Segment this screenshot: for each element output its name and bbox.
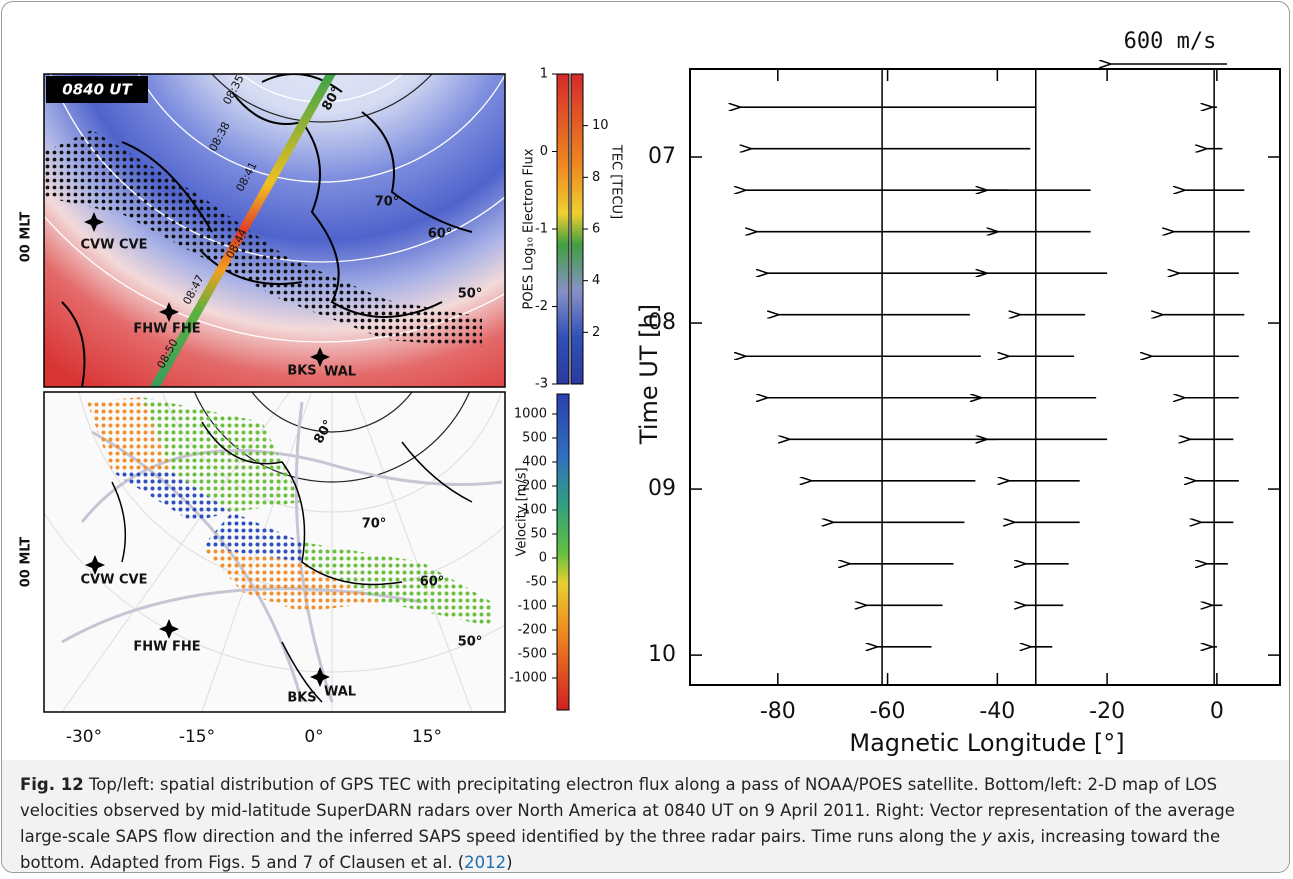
station-label: CVW CVE	[81, 238, 148, 253]
colorbar-tick-label: 0	[539, 551, 547, 566]
map-shape	[353, 392, 473, 712]
station-label: FHW FHE	[133, 640, 200, 655]
station-label: CVW CVE	[81, 573, 148, 588]
caption-text: axis, increasing toward the bottom. Adap…	[20, 827, 1221, 872]
scale-label: 600 m/s	[1124, 29, 1217, 54]
lat-label: 70°	[375, 195, 400, 210]
y-tick-label: 07	[648, 144, 676, 169]
citation-link[interactable]: 2012	[464, 853, 507, 872]
lon-label: 15°	[412, 727, 442, 747]
colorbar-tick-label: 200	[522, 479, 547, 494]
caption-text: )	[506, 853, 513, 872]
y-axis-label: Time UT [h]	[635, 304, 663, 445]
mlt-label: 00 MLT	[19, 212, 34, 263]
colorbar-tick-label: 50	[530, 527, 547, 542]
time-label: 0840 UT	[62, 81, 133, 99]
colorbar-tick-label: -100	[517, 599, 547, 614]
figure: 0840 UT 00 MLT 8 0° 70° 60° 50° CVW CVE F…	[19, 29, 1281, 757]
plot-frame	[689, 68, 1281, 686]
y-tick-label: 08	[648, 310, 676, 335]
time-box	[46, 76, 148, 103]
coastline	[111, 421, 473, 703]
colorbar-tick-label: -2	[535, 299, 548, 314]
map-shape	[201, 392, 313, 712]
flux-label: POES Log₁₀ Electron Flux	[522, 148, 537, 309]
velocity-label: Velocity [m/s]	[515, 467, 530, 556]
colorbar-tick-label: -3	[535, 377, 548, 392]
boundary-circle	[211, 74, 433, 123]
colorbar-tick-label: 1	[540, 67, 548, 82]
colorbar-tick-label: -200	[517, 623, 547, 638]
poes-pass	[149, 74, 336, 387]
velocity-cells	[142, 397, 492, 627]
map-shape	[61, 392, 290, 712]
station-label: WAL	[324, 685, 356, 700]
x-tick-label: -80	[760, 699, 796, 724]
map-frame	[43, 73, 506, 388]
x-tick-label: -20	[1089, 699, 1125, 724]
map-shape	[44, 215, 505, 343]
velocity-cells	[202, 547, 382, 612]
map-shape	[240, 74, 404, 103]
colorbar-tick-label: 500	[522, 431, 547, 446]
lat-label: 60°	[420, 575, 445, 590]
colorbar-tick-label: 10	[592, 118, 609, 133]
radar-coverage	[44, 130, 482, 347]
y-tick-label: 10	[648, 642, 676, 667]
station-label: FHW FHE	[133, 322, 200, 337]
lat-label: 50°	[458, 287, 483, 302]
lat-circles	[44, 74, 505, 343]
boundary-circle	[193, 392, 471, 483]
colorbar-tick-label: 1000	[514, 407, 547, 422]
colorbar-tick-label: 6	[592, 222, 600, 237]
vector-plot: -80 -60 -40 -20 0 07 08 09 10	[648, 69, 1280, 724]
lat-label: 50°	[458, 635, 483, 650]
colorbar-tick-label: 400	[522, 455, 547, 470]
station-label: WAL	[324, 365, 356, 380]
tec-map	[44, 74, 505, 387]
station-label: BKS	[287, 364, 316, 379]
lat-label: 70°	[362, 517, 387, 532]
colorbar-tick-label: 4	[592, 273, 600, 288]
velocity-cells	[87, 397, 172, 472]
tec-colorbar	[570, 73, 584, 385]
boundary-circle	[251, 392, 413, 433]
caption-label: Fig. 12	[20, 775, 84, 794]
caption: Fig. 12 Top/left: spatial distribution o…	[2, 760, 1289, 872]
caption-text: Top/left: spatial distribution of GPS TE…	[20, 775, 1235, 846]
colorbar-tick-label: 2	[592, 325, 600, 340]
colorbar-tick-label: -500	[517, 647, 547, 662]
colorbar-tick-label: 8	[592, 170, 600, 185]
lon-label: -15°	[179, 727, 215, 747]
mlt-label: 00 MLT	[19, 537, 34, 588]
colorbar-tick-label: -1	[535, 222, 548, 237]
colorbar-tick-label: 100	[522, 503, 547, 518]
colorbar-tick-label: -1000	[509, 671, 547, 686]
map-shape	[49, 74, 505, 263]
colorbar-tick-label: 0	[540, 144, 548, 159]
x-tick-label: -60	[870, 699, 906, 724]
lat-label: 60°	[428, 227, 453, 242]
velocity-map	[44, 392, 505, 712]
colorbar-tick-label: -50	[526, 575, 547, 590]
x-tick-label: 0	[1210, 699, 1224, 724]
velocity-colorbar	[556, 393, 570, 711]
x-axis-label: Magnetic Longitude [°]	[849, 729, 1124, 757]
caption-italic: y	[981, 827, 992, 846]
station-label: BKS	[287, 691, 316, 706]
x-tick-label: -40	[979, 699, 1015, 724]
radar-fov	[61, 401, 503, 703]
flux-colorbar	[556, 73, 570, 385]
map-frame	[43, 391, 506, 713]
map-shape	[137, 74, 505, 183]
lon-label: 0°	[304, 727, 323, 747]
velocity-cells	[112, 472, 302, 562]
tec-label: TEC [TECU]	[609, 144, 624, 219]
lon-label: -30°	[66, 727, 102, 747]
y-tick-label: 09	[648, 476, 676, 501]
